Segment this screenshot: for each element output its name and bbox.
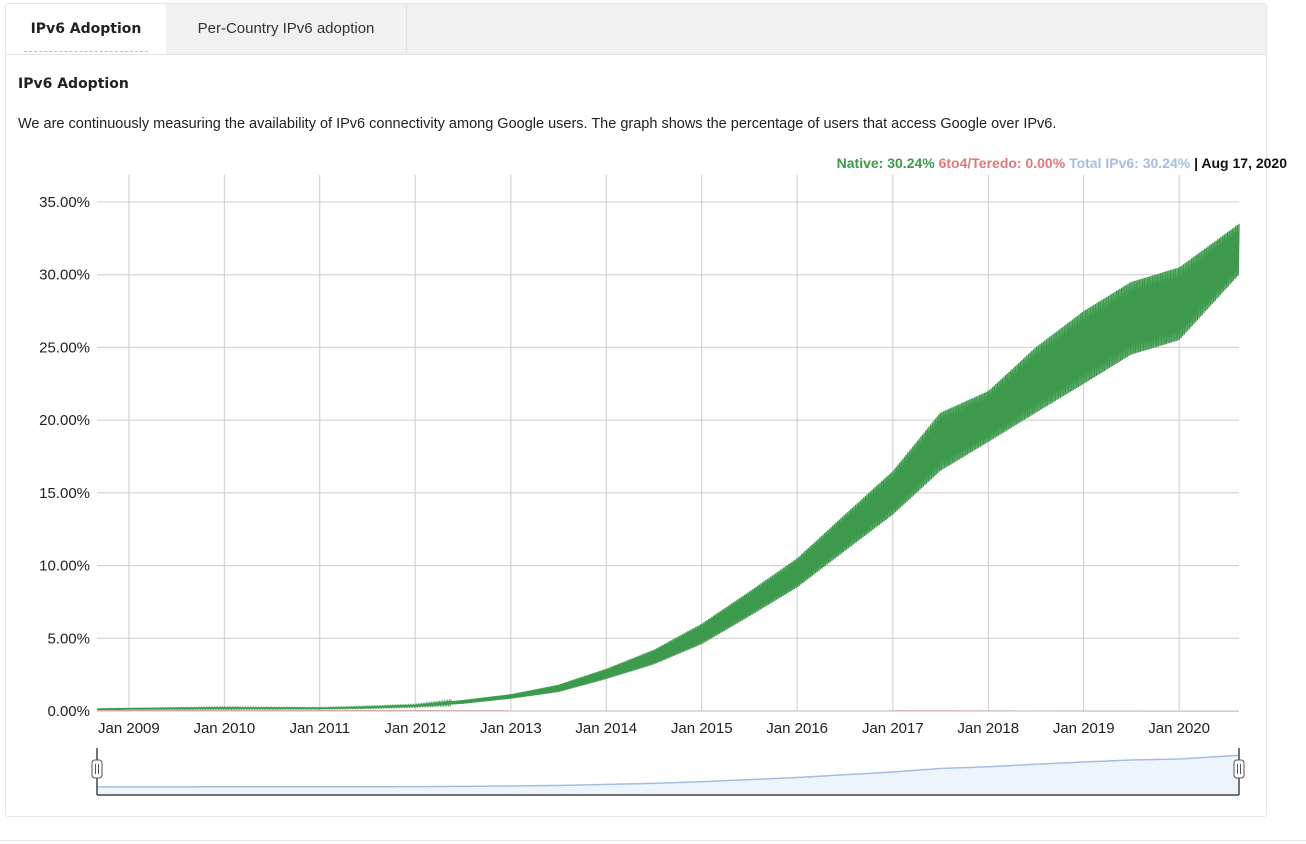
legend-separator: | bbox=[1190, 155, 1202, 171]
tab-per-country[interactable]: Per-Country IPv6 adoption bbox=[166, 4, 407, 54]
x-tick-label: Jan 2020 bbox=[1148, 720, 1210, 737]
x-tick-label: Jan 2011 bbox=[289, 720, 350, 737]
y-tick-label: 30.00% bbox=[39, 267, 90, 284]
y-tick-label: 5.00% bbox=[47, 630, 90, 647]
active-tab-underline bbox=[24, 51, 148, 52]
x-tick-label: Jan 2017 bbox=[862, 720, 924, 737]
chart-legend: Native: 30.24% 6to4/Teredo: 0.00% Total … bbox=[837, 155, 1287, 171]
legend-date: Aug 17, 2020 bbox=[1201, 155, 1287, 171]
y-tick-label: 35.00% bbox=[39, 194, 90, 211]
x-tick-label: Jan 2018 bbox=[957, 720, 1019, 737]
range-selector-line bbox=[96, 754, 1240, 788]
tab-ipv6-adoption[interactable]: IPv6 Adoption bbox=[6, 4, 166, 54]
series-native-line bbox=[96, 223, 1240, 711]
tab-label: Per-Country IPv6 adoption bbox=[197, 20, 375, 37]
legend-native: Native: 30.24% bbox=[836, 155, 935, 171]
y-tick-label: 0.00% bbox=[47, 703, 90, 720]
y-tick-label: 10.00% bbox=[39, 558, 90, 575]
range-handle-left[interactable] bbox=[91, 759, 103, 779]
chart-card: IPv6 Adoption Per-Country IPv6 adoption bbox=[5, 3, 1267, 817]
x-tick-label: Jan 2014 bbox=[575, 720, 637, 737]
x-tick-label: Jan 2016 bbox=[766, 720, 828, 737]
tab-label: IPv6 Adoption bbox=[30, 21, 142, 37]
y-tick-label: 20.00% bbox=[39, 412, 90, 429]
x-tick-label: Jan 2013 bbox=[480, 720, 542, 737]
tab-bar: IPv6 Adoption Per-Country IPv6 adoption bbox=[6, 4, 1266, 55]
x-tick-label: Jan 2015 bbox=[671, 720, 733, 737]
legend-teredo: 6to4/Teredo: 0.00% bbox=[938, 155, 1066, 171]
range-selector-area bbox=[97, 755, 1239, 795]
legend-total: Total IPv6: 30.24% bbox=[1069, 155, 1191, 171]
section-title: IPv6 Adoption bbox=[18, 76, 129, 92]
x-tick-label: Jan 2009 bbox=[98, 720, 160, 737]
page-divider bbox=[0, 840, 1306, 841]
description-text: We are continuously measuring the availa… bbox=[18, 116, 1057, 132]
range-handle-right[interactable] bbox=[1233, 759, 1245, 779]
y-tick-label: 15.00% bbox=[39, 485, 90, 502]
x-tick-label: Jan 2012 bbox=[384, 720, 446, 737]
x-tick-label: Jan 2019 bbox=[1053, 720, 1115, 737]
x-tick-label: Jan 2010 bbox=[193, 720, 255, 737]
y-tick-label: 25.00% bbox=[39, 339, 90, 356]
